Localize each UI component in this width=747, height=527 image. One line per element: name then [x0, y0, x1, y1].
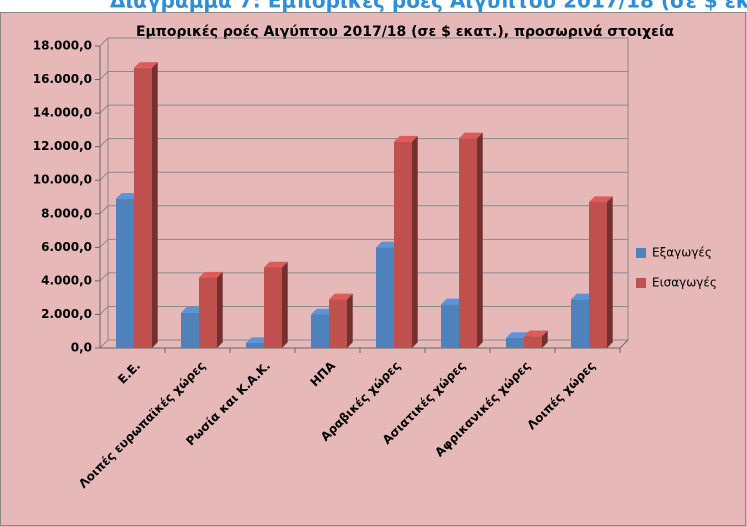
- legend-swatch: [636, 248, 646, 258]
- grid-line: [99, 272, 628, 282]
- bar-front: [571, 299, 589, 348]
- bar: [524, 330, 548, 348]
- bar-top: [394, 135, 418, 142]
- bar: [329, 293, 353, 348]
- chart-border: [0, 12, 746, 526]
- bar-front: [394, 141, 412, 348]
- bar-side: [477, 132, 483, 348]
- bar-front: [376, 247, 394, 348]
- bar-side: [217, 271, 223, 348]
- page-heading: Διάγραμμα 7: Εμπορικές ροές Αιγύπτου 201…: [110, 0, 747, 13]
- y-tick-label: 2.000,0: [41, 307, 92, 321]
- page-strip: [0, 0, 747, 12]
- y-tick-label: 14.000,0: [33, 106, 92, 120]
- grid-line: [99, 238, 628, 248]
- bar: [134, 62, 158, 349]
- y-tick-label: 18.000,0: [33, 39, 92, 53]
- bar-front: [459, 138, 477, 348]
- legend-label: Εισαγωγές: [652, 276, 717, 290]
- bar-side: [152, 62, 158, 348]
- bar-front: [329, 299, 347, 348]
- bar-top: [524, 330, 548, 337]
- bar-top: [311, 308, 335, 315]
- bar: [589, 196, 613, 348]
- bar-top: [199, 271, 223, 278]
- bar-top: [329, 293, 353, 300]
- bar-side: [542, 330, 548, 348]
- bar-top: [459, 132, 483, 139]
- bar-front: [134, 67, 152, 349]
- grid-line: [99, 205, 628, 215]
- bar-front: [116, 198, 134, 348]
- bar-front: [441, 304, 459, 348]
- y-tick-label: 12.000,0: [33, 139, 92, 153]
- grid-line: [99, 104, 628, 114]
- grid-line: [99, 171, 628, 181]
- bar-top: [181, 307, 205, 313]
- bar-front: [589, 202, 607, 348]
- y-tick-label: 16.000,0: [33, 72, 92, 86]
- bar-top: [246, 337, 270, 343]
- bar-front: [264, 267, 282, 348]
- bar-top: [506, 332, 530, 338]
- bar-front: [506, 337, 524, 348]
- bar-top: [376, 241, 400, 248]
- y-tick-label: 6.000,0: [41, 240, 92, 254]
- y-tick-label: 4.000,0: [41, 273, 92, 287]
- y-tick-label: 10.000,0: [33, 173, 92, 187]
- bar: [459, 132, 483, 348]
- bar-side: [607, 196, 613, 348]
- bar-top: [571, 293, 595, 300]
- y-tick-label: 8.000,0: [41, 206, 92, 220]
- grid-line: [99, 71, 628, 80]
- y-tick-label: 0,0: [71, 341, 92, 355]
- bar: [394, 135, 418, 348]
- bar-side: [282, 261, 288, 348]
- bar: [199, 271, 223, 348]
- bar: [264, 261, 288, 348]
- bar-front: [524, 336, 542, 348]
- bar-top: [441, 298, 465, 305]
- bar-front: [246, 342, 264, 348]
- bar-side: [412, 135, 418, 348]
- bar-top: [116, 192, 140, 199]
- grid-line: [99, 138, 628, 148]
- bar-side: [347, 293, 353, 348]
- bar-front: [311, 314, 329, 348]
- bar-front: [181, 312, 199, 348]
- chart-title: Εμπορικές ροές Αιγύπτου 2017/18 (σε $ εκ…: [136, 24, 674, 40]
- bar-front: [199, 277, 217, 348]
- legend-label: Εξαγωγές: [652, 246, 712, 260]
- grid-line: [99, 37, 628, 47]
- bar-top: [589, 196, 613, 203]
- bar-top: [264, 261, 288, 268]
- bar-top: [134, 62, 158, 68]
- legend-swatch: [636, 278, 646, 288]
